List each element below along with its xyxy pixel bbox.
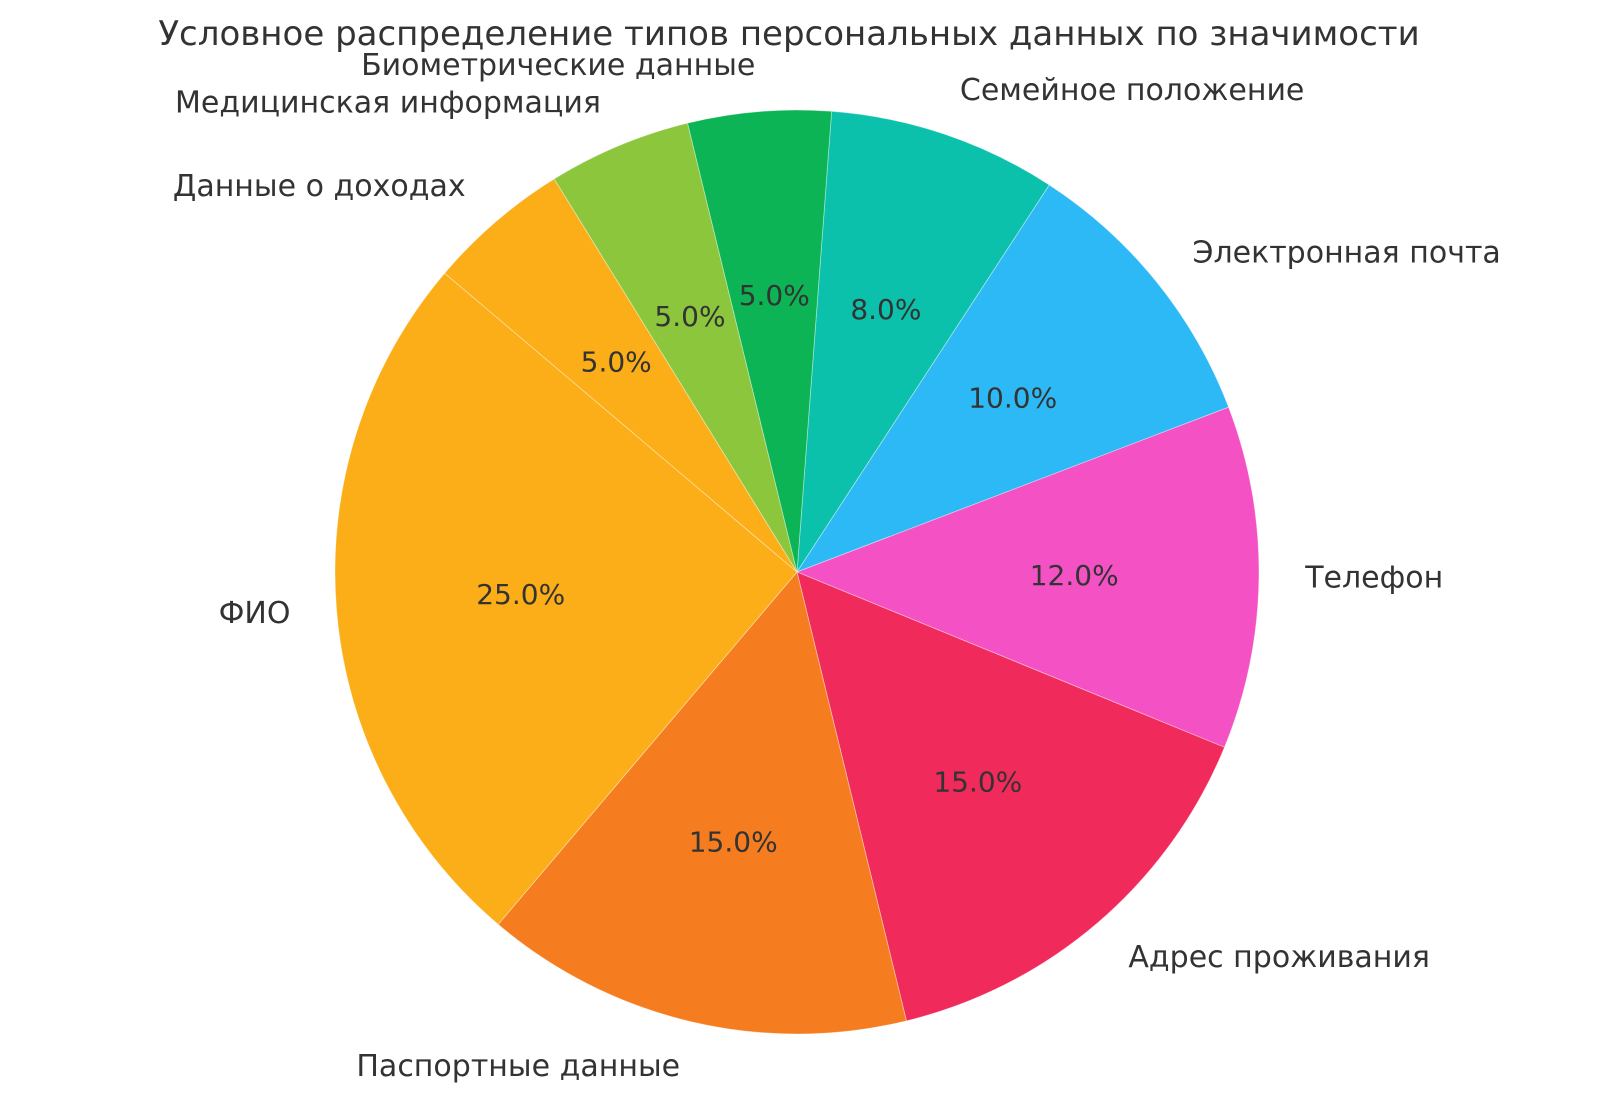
pie-slice-6 [444, 178, 798, 573]
pie-slice-3 [796, 571, 1225, 1022]
pie-slice-name-1: Электронная почта [1193, 235, 1501, 270]
pie-slice-5 [334, 272, 798, 925]
pie-slice-name-8: Биометрические данные [361, 48, 755, 83]
pie-slice-name-0: Семейное положение [960, 73, 1305, 108]
pie-pct-label-0: 8.0% [850, 293, 921, 326]
pie-slice-4 [497, 571, 907, 1035]
pie-slice-0 [796, 110, 1050, 573]
pie-slice-name-5: ФИО [219, 596, 291, 631]
pie-pct-label-8: 5.0% [739, 279, 810, 312]
pie-slice-name-4: Паспортные данные [356, 1049, 680, 1084]
pie-slice-2 [795, 406, 1260, 748]
pie-slice-7 [553, 122, 798, 573]
pie-slice-name-7: Медицинская информация [175, 86, 601, 121]
pie-pct-label-6: 5.0% [581, 345, 652, 378]
pie-slice-name-3: Адрес проживания [1128, 940, 1430, 975]
pie-slice-8 [687, 109, 833, 573]
pie-slice-1 [795, 184, 1230, 573]
chart-title: Условное распределение типов персональны… [158, 14, 1420, 54]
pie-slice-name-2: Телефон [1304, 561, 1443, 596]
pie-pct-label-2: 12.0% [1030, 559, 1119, 592]
pie-pct-label-3: 15.0% [933, 766, 1022, 799]
pie-pct-label-1: 10.0% [968, 381, 1057, 414]
pie-pct-label-7: 5.0% [654, 300, 725, 333]
pie-pct-label-5: 25.0% [476, 578, 565, 611]
pie-slice-name-6: Данные о доходах [173, 169, 466, 204]
pie-pct-label-4: 15.0% [689, 825, 778, 858]
